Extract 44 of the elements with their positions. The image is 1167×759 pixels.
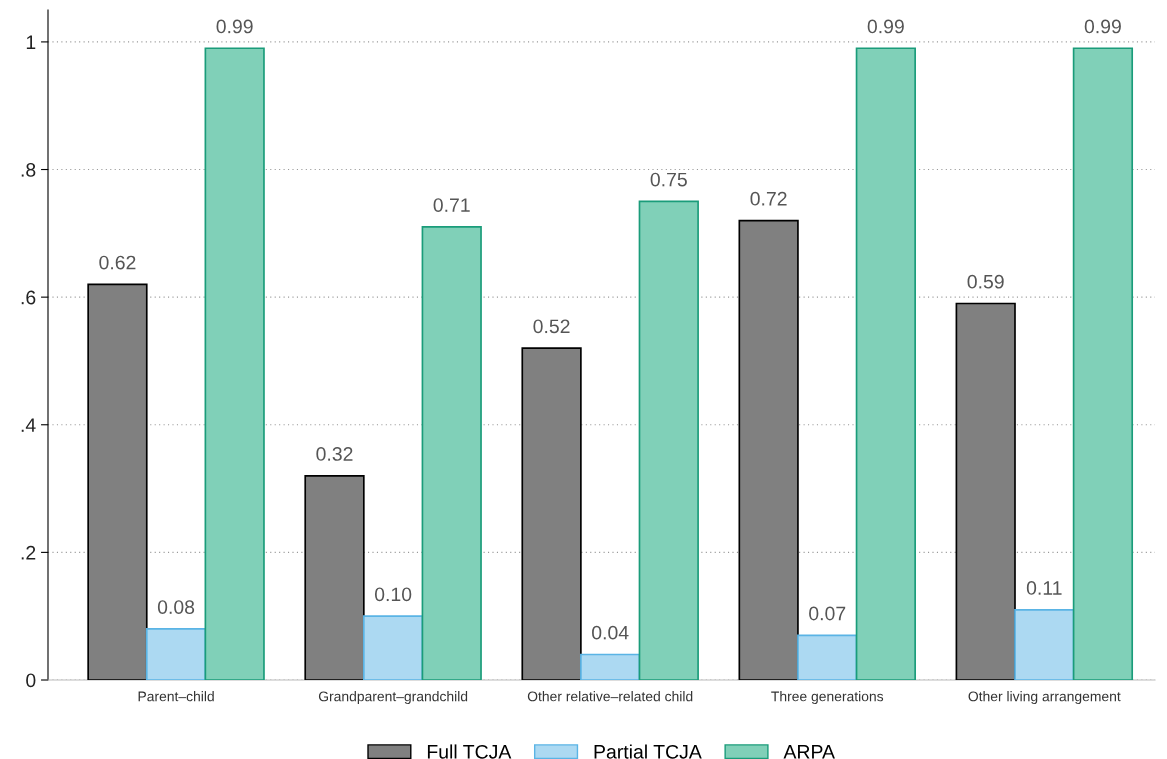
bar (145, 628, 207, 680)
data-label: 0.72 (750, 191, 787, 206)
x-tick-label: Other relative–related child (527, 691, 693, 702)
legend-label: Full TCJA (427, 744, 512, 759)
x-tick-label: Three generations (771, 691, 884, 705)
data-label: 0.99 (867, 19, 904, 34)
data-label: 0.99 (216, 19, 253, 34)
x-tick-label: Parent–child (138, 691, 214, 702)
y-tick-label: .4 (21, 418, 36, 432)
data-label: 0.11 (1026, 581, 1062, 595)
bar (204, 47, 265, 680)
data-label: 0.59 (967, 274, 1004, 289)
data-label: 0.75 (650, 172, 687, 187)
data-label: 0.71 (433, 198, 470, 212)
y-tick-label: .6 (21, 290, 36, 305)
bar (1014, 608, 1075, 680)
data-label: 0.99 (1084, 19, 1121, 34)
bar (362, 615, 424, 680)
bar (855, 47, 916, 680)
data-label: 0.62 (99, 255, 136, 270)
bar (955, 302, 1016, 680)
y-tick-label: .8 (21, 162, 36, 177)
bar (87, 283, 148, 680)
data-label: 0.32 (316, 447, 353, 461)
data-label: 0.07 (809, 606, 846, 621)
bar (521, 347, 582, 680)
x-tick-label: Other living arrangement (968, 691, 1121, 705)
y-tick-label: .2 (21, 545, 36, 560)
legend-label: Partial TCJA (594, 744, 702, 759)
data-label: 0.08 (157, 600, 195, 614)
data-label: 0.52 (533, 319, 570, 334)
x-tick-label: Grandparent–grandchild (318, 691, 468, 705)
bar (421, 226, 482, 680)
bar (638, 200, 699, 680)
bar (738, 219, 799, 680)
bar (797, 634, 858, 680)
bar (304, 474, 365, 680)
bar (580, 653, 641, 680)
y-tick-label: 1 (26, 35, 36, 49)
bar (1072, 47, 1134, 680)
y-tick-label: 0 (26, 673, 36, 688)
data-label: 0.04 (592, 625, 629, 640)
legend-label: ARPA (783, 745, 835, 759)
data-label: 0.10 (374, 587, 412, 602)
